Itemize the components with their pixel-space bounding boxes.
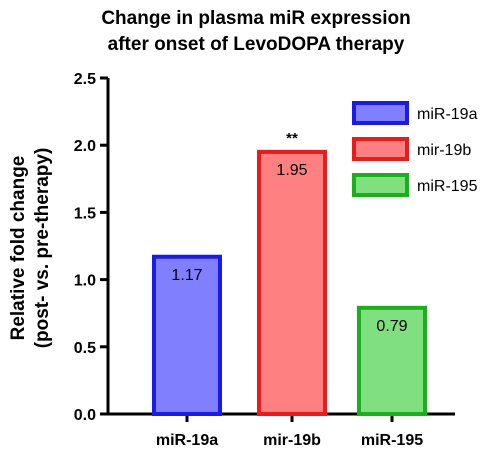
y-tick-label: 0.0 bbox=[74, 407, 96, 424]
chart-title-line-2: after onset of LevoDOPA therapy bbox=[108, 34, 405, 55]
y-axis-label-line-2: (post- vs. pre-therapy) bbox=[32, 148, 53, 349]
chart-title-line-1: Change in plasma miR expression bbox=[101, 8, 410, 29]
legend-label: miR-195 bbox=[417, 178, 478, 195]
legend: miR-19a mir-19b miR-195 bbox=[352, 101, 478, 197]
y-tick-label: 0.5 bbox=[74, 340, 96, 357]
y-tick-label: 1.0 bbox=[74, 273, 96, 290]
x-tick-label: miR-19a bbox=[156, 432, 218, 449]
bars: 1.17 1.95 0.79 ** bbox=[152, 130, 427, 417]
bar-mir-19b bbox=[257, 149, 327, 416]
x-tick-label: mir-19b bbox=[263, 432, 321, 449]
data-label: 1.17 bbox=[171, 267, 202, 284]
x-axis: miR-19a mir-19b miR-195 bbox=[106, 412, 455, 449]
significance-marker: ** bbox=[286, 130, 298, 147]
legend-swatch bbox=[352, 137, 409, 161]
y-tick-label: 2.0 bbox=[74, 138, 96, 155]
bar-mir-19a bbox=[152, 254, 222, 417]
y-tick-label: 2.5 bbox=[74, 71, 96, 88]
legend-swatch bbox=[352, 101, 409, 125]
legend-label: miR-19a bbox=[417, 106, 478, 123]
y-axis: 0.0 0.5 1.0 1.5 2.0 2.5 bbox=[74, 71, 110, 424]
legend-swatch bbox=[352, 173, 409, 197]
data-label: 1.95 bbox=[276, 162, 307, 179]
y-tick-label: 1.5 bbox=[74, 205, 96, 222]
legend-label: mir-19b bbox=[417, 142, 471, 159]
bar-mir-195 bbox=[357, 305, 427, 417]
y-axis-label-line-1: Relative fold change bbox=[8, 156, 29, 341]
data-label: 0.79 bbox=[376, 318, 407, 335]
x-tick-label: miR-195 bbox=[361, 432, 423, 449]
